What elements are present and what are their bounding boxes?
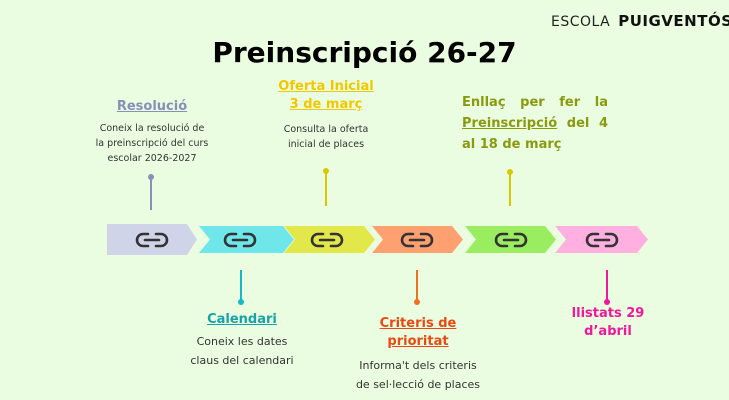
llistats-line: llistats 29 xyxy=(571,306,645,321)
desc-line: Informa't dels criteris xyxy=(359,359,477,372)
desc-line: la preinscripció del curs xyxy=(95,138,209,149)
enllac-line: del 4 xyxy=(566,116,608,131)
marker-dot xyxy=(238,299,244,305)
desc-line: de sel·lecció de places xyxy=(355,378,481,391)
link-icon[interactable] xyxy=(493,230,529,250)
oferta-desc: Consulta la oferta inicial de places xyxy=(266,122,386,152)
marker-dot xyxy=(148,174,154,180)
desc-line: claus del calendari xyxy=(190,354,294,367)
desc-line: inicial de places xyxy=(287,139,365,150)
oferta-line: 3 de març xyxy=(289,97,363,112)
oferta-line: Oferta Inicial xyxy=(278,79,374,94)
criteris-line: prioritat xyxy=(387,334,449,349)
marker-stick xyxy=(416,270,418,300)
resolucio-link[interactable]: Resolució xyxy=(116,99,188,114)
marker-dot xyxy=(507,169,513,175)
marker-stick xyxy=(325,172,327,206)
criteris-line: Criteris de xyxy=(379,316,457,331)
link-icon[interactable] xyxy=(134,230,170,250)
desc-line: escolar 2026-2027 xyxy=(107,153,197,164)
link-icon[interactable] xyxy=(584,230,620,250)
desc-line: Consulta la oferta xyxy=(283,124,369,135)
llistats-line: d’abril xyxy=(584,324,632,339)
marker-stick xyxy=(150,178,152,210)
logo-name: PUIGVENTÓS xyxy=(618,12,729,30)
resolucio-desc: Coneix la resolució de la preinscripció d… xyxy=(80,121,224,166)
calendari-link[interactable]: Calendari xyxy=(207,312,277,327)
enllac-line: Enllaç per fer la xyxy=(462,95,608,110)
criteris-desc: Informa't dels criteris de sel·lecció de … xyxy=(340,356,496,394)
calendari-desc: Coneix les dates claus del calendari xyxy=(180,332,304,370)
oferta-link[interactable]: Oferta Inicial 3 de març xyxy=(266,78,386,114)
enllac-text: Enllaç per fer la Preinscripció del 4 al… xyxy=(462,92,608,155)
link-icon[interactable] xyxy=(399,230,435,250)
logo-escola: ESCOLA xyxy=(551,14,611,30)
marker-dot xyxy=(604,299,610,305)
marker-dot xyxy=(414,299,420,305)
marker-stick xyxy=(509,173,511,206)
timeline-arrows xyxy=(107,224,648,255)
enllac-line: al 18 de març xyxy=(462,137,562,152)
school-logo: ESCOLA PUIGVENTÓS xyxy=(551,12,729,30)
page-title: Preinscripció 26-27 xyxy=(212,36,517,69)
marker-stick xyxy=(240,270,242,300)
preinscripcio-link[interactable]: Preinscripció xyxy=(462,116,558,131)
marker-stick xyxy=(606,270,608,300)
link-icon[interactable] xyxy=(309,230,345,250)
llistats-text: llistats 29 d’abril xyxy=(556,305,660,341)
marker-dot xyxy=(323,168,329,174)
desc-line: Coneix la resolució de xyxy=(99,123,205,134)
criteris-link[interactable]: Criteris de prioritat xyxy=(356,315,480,351)
desc-line: Coneix les dates xyxy=(196,335,288,348)
link-icon[interactable] xyxy=(222,230,258,250)
